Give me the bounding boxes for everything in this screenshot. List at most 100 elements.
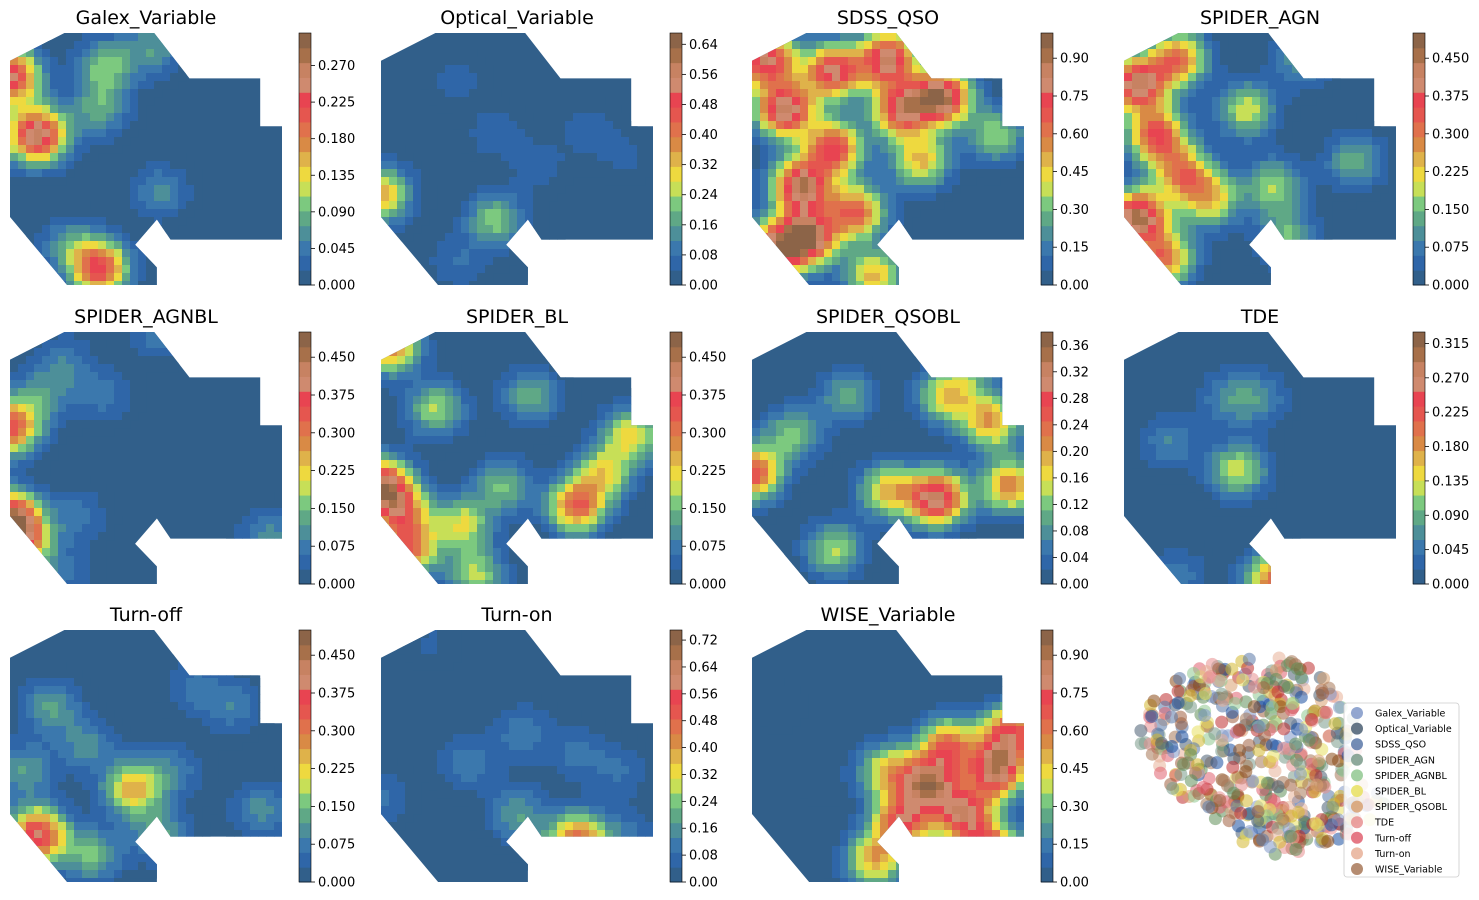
contour-cell xyxy=(968,177,977,186)
contour-cell xyxy=(1252,73,1261,82)
contour-cell xyxy=(74,524,83,533)
contour-cell xyxy=(952,89,961,98)
contour-cell xyxy=(50,145,59,154)
contour-cell xyxy=(784,41,793,50)
colorbar-segment xyxy=(670,92,682,108)
contour-cell xyxy=(1308,217,1317,226)
contour-cell xyxy=(856,233,865,242)
contour-cell xyxy=(10,468,19,477)
contour-cell xyxy=(581,500,590,509)
contour-cell xyxy=(1228,105,1237,114)
contour-cell xyxy=(18,356,27,365)
contour-cell xyxy=(1340,177,1349,186)
contour-cell xyxy=(1008,105,1017,114)
contour-cell xyxy=(984,113,993,122)
contour-cell xyxy=(509,372,518,381)
contour-cell xyxy=(234,540,243,549)
contour-cell xyxy=(541,241,550,250)
contour-cell xyxy=(928,73,937,82)
contour-cell xyxy=(840,193,849,202)
contour-cell xyxy=(1132,89,1141,98)
contour-cell xyxy=(266,540,275,549)
contour-cell xyxy=(437,380,446,389)
contour-cell xyxy=(936,57,945,66)
contour-cell xyxy=(1156,225,1165,234)
contour-cell xyxy=(645,404,653,413)
contour-cell xyxy=(557,468,566,477)
contour-cell xyxy=(258,548,267,557)
colorbar-segment xyxy=(670,181,682,197)
contour-cell xyxy=(888,161,897,170)
colorbar-segment xyxy=(299,361,311,377)
contour-cell xyxy=(405,556,414,565)
contour-cell xyxy=(18,177,27,186)
contour-cell xyxy=(397,356,406,365)
contour-cell xyxy=(581,153,590,162)
contour-cell xyxy=(565,396,574,405)
contour-cell xyxy=(872,105,881,114)
contour-cell xyxy=(808,49,817,58)
contour-cell xyxy=(896,65,905,74)
contour-cell xyxy=(114,89,123,98)
contour-cell xyxy=(42,484,51,493)
contour-cell xyxy=(437,356,446,365)
contour-cell xyxy=(832,185,841,194)
contour-cell xyxy=(808,249,817,258)
contour-cell xyxy=(517,572,526,581)
contour-cell xyxy=(178,33,187,42)
contour-cell xyxy=(1196,41,1205,50)
contour-cell xyxy=(469,153,478,162)
contour-cell xyxy=(832,209,841,218)
contour-cell xyxy=(90,572,99,581)
contour-cell xyxy=(42,137,51,146)
contour-cell xyxy=(952,65,961,74)
colorbar-segment xyxy=(1041,166,1053,182)
contour-cell xyxy=(98,500,107,509)
contour-cell xyxy=(146,89,155,98)
contour-cell xyxy=(266,492,275,501)
contour-cell xyxy=(1124,73,1133,82)
contour-cell xyxy=(1284,73,1293,82)
contour-cell xyxy=(573,476,582,485)
contour-cell xyxy=(18,412,27,421)
contour-cell xyxy=(1212,209,1221,218)
contour-cell xyxy=(469,564,478,573)
contour-cell xyxy=(613,428,622,437)
colorbar-segment xyxy=(299,151,311,167)
contour-cell xyxy=(397,492,406,501)
contour-cell xyxy=(26,372,35,381)
contour-cell xyxy=(429,281,438,285)
contour-cell xyxy=(154,225,163,234)
contour-cell xyxy=(904,153,913,162)
contour-cell xyxy=(984,129,993,138)
contour-cell xyxy=(1180,65,1189,74)
contour-cell xyxy=(872,420,881,429)
contour-cell xyxy=(792,452,801,461)
contour-cell xyxy=(968,348,977,357)
contour-cell xyxy=(1300,153,1309,162)
contour-cell xyxy=(760,105,769,114)
contour-cell xyxy=(421,332,430,341)
contour-cell xyxy=(1252,89,1261,98)
contour-cell xyxy=(1172,97,1181,106)
hotspot-mark xyxy=(1300,57,1302,59)
contour-cell xyxy=(1220,233,1229,242)
contour-cell xyxy=(461,572,470,581)
contour-cell xyxy=(178,49,187,58)
contour-cell xyxy=(146,65,155,74)
contour-cell xyxy=(66,265,75,274)
contour-cell xyxy=(1196,177,1205,186)
contour-cell xyxy=(130,281,139,285)
contour-cell xyxy=(122,161,131,170)
contour-cell xyxy=(760,396,769,405)
contour-cell xyxy=(533,524,542,533)
contour-cell xyxy=(888,49,897,58)
contour-cell xyxy=(250,524,259,533)
contour-cell xyxy=(541,129,550,138)
contour-cell xyxy=(445,257,454,266)
contour-cell xyxy=(1008,145,1017,154)
contour-cell xyxy=(752,129,761,138)
contour-cell xyxy=(58,225,67,234)
contour-cell xyxy=(832,41,841,50)
contour-cell xyxy=(1132,49,1141,58)
